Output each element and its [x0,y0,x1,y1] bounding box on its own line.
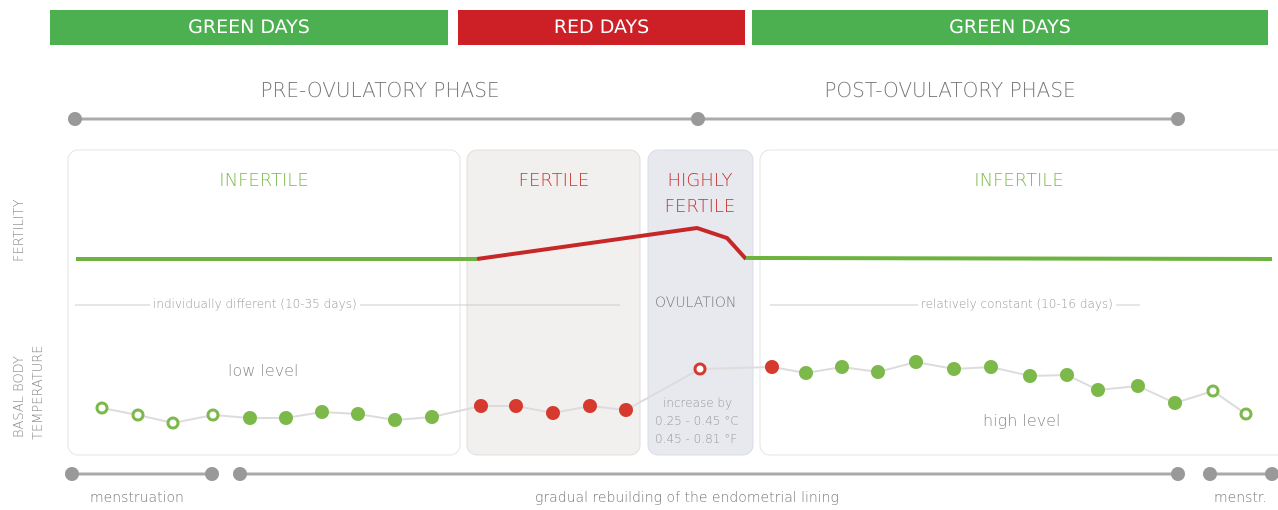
zone-label: HIGHLY FERTILE [664,170,736,217]
temperature-dot [425,410,439,424]
temperature-dot [693,362,707,376]
annotation: relatively constant (10-16 days) [918,297,1116,311]
temperature-dot [388,413,402,427]
temperature-dot [1239,407,1253,421]
annotation: 0.45 - 0.81 °F [655,432,738,446]
temperature-dot [206,408,220,422]
temperature-dot [95,401,109,415]
temperature-dot [583,399,597,413]
cycle-label: menstr. [1214,490,1267,506]
temperature-dot [871,365,885,379]
phase-label: PRE-OVULATORY PHASE [260,78,500,102]
cycle-label: gradual rebuilding of the endometrial li… [535,490,839,506]
axis-label: FERTILITY [12,199,27,262]
temperature-curve [95,355,1253,430]
zone-box [647,149,754,456]
temperature-dot [1060,368,1074,382]
temperature-dot [1168,396,1182,410]
temperature-dot [546,406,560,420]
temperature-dot [984,360,998,374]
annotation: high level [983,411,1061,430]
temperature-dot [835,360,849,374]
banner: GREEN DAYS [50,10,448,45]
temperature-dot [909,355,923,369]
temperature-dot [1131,379,1145,393]
temperature-dot [1091,383,1105,397]
zone-label: FERTILE [518,170,590,191]
zone-label: INFERTILE [219,170,309,191]
axis-label: TEMPERATURE [31,345,46,440]
temperature-dot [619,403,633,417]
temperature-dot [509,399,523,413]
zone-label: INFERTILE [974,170,1064,191]
temperature-dot [765,360,779,374]
annotation: 0.25 - 0.45 °C [655,414,739,428]
temperature-dot [1206,384,1220,398]
temperature-dot [279,411,293,425]
fertility-line [76,226,1273,261]
temperature-dot [315,405,329,419]
cycle-label: menstruation [90,490,184,506]
temperature-dot [474,399,488,413]
annotation: OVULATION [655,295,737,311]
temperature-dot [947,362,961,376]
annotation: increase by [663,396,733,410]
annotation: low level [228,361,299,380]
zone-box [466,149,641,456]
banner: GREEN DAYS [752,10,1268,45]
phase-label: POST-OVULATORY PHASE [824,78,1076,102]
axis-label: BASAL BODY [12,356,27,438]
temperature-dot [799,366,813,380]
temperature-dot [131,408,145,422]
temperature-dot [1023,369,1037,383]
temperature-dot [166,416,180,430]
temperature-dot [351,407,365,421]
annotation: individually different (10-35 days) [150,297,360,311]
temperature-dot [243,411,257,425]
banner: RED DAYS [458,10,745,45]
cycle-timeline [65,467,1278,481]
phase-timeline [68,112,1185,126]
